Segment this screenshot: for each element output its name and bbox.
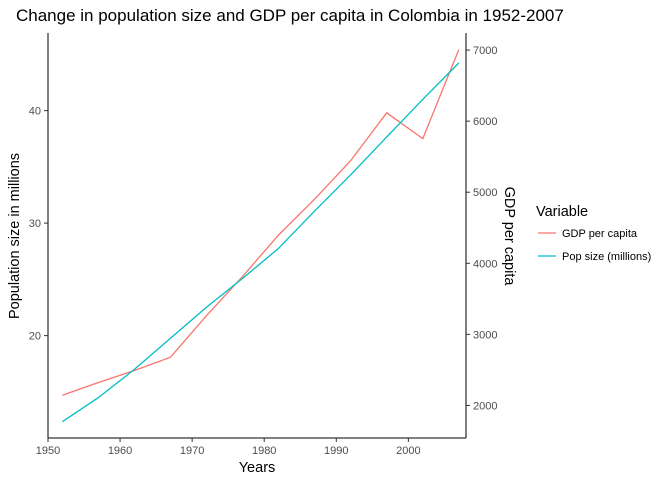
y-right-tick-label: 4000 (473, 258, 497, 270)
legend-label: Pop size (millions) (562, 251, 651, 263)
legend: Variable GDP per capita Pop size (million… (536, 204, 651, 263)
y-left-tick-label: 20 (29, 331, 41, 343)
chart-title: Change in population size and GDP per ca… (16, 6, 564, 25)
y-axis-right-label: GDP per capita (501, 187, 517, 287)
y-left-tick-label: 30 (29, 218, 41, 230)
x-axis-ticks: 1950 1960 1970 1980 1990 2000 (36, 438, 421, 457)
legend-title: Variable (536, 204, 588, 220)
y-left-tick-label: 40 (29, 106, 41, 118)
x-tick-label: 1960 (108, 445, 132, 457)
x-tick-label: 2000 (396, 445, 420, 457)
y-axis-left-ticks: 20 30 40 (29, 106, 48, 343)
y-right-tick-label: 7000 (473, 45, 497, 57)
legend-items: GDP per capita Pop size (millions) (538, 228, 651, 263)
legend-label: GDP per capita (562, 228, 638, 240)
series-line-gdp-per-capita (62, 49, 460, 396)
y-right-tick-label: 5000 (473, 187, 497, 199)
y-right-tick-label: 3000 (473, 329, 497, 341)
x-tick-label: 1990 (324, 445, 348, 457)
y-axis-right-ticks: 2000 3000 4000 5000 6000 7000 (466, 45, 497, 412)
y-axis-left-label: Population size in millions (7, 153, 23, 319)
y-right-tick-label: 2000 (473, 400, 497, 412)
x-axis-label: Years (239, 460, 276, 476)
y-right-tick-label: 6000 (473, 116, 497, 128)
series-line-pop-size-millions (62, 62, 460, 423)
x-tick-label: 1970 (180, 445, 204, 457)
x-tick-label: 1980 (252, 445, 276, 457)
series-lines (62, 49, 460, 423)
x-tick-label: 1950 (36, 445, 60, 457)
